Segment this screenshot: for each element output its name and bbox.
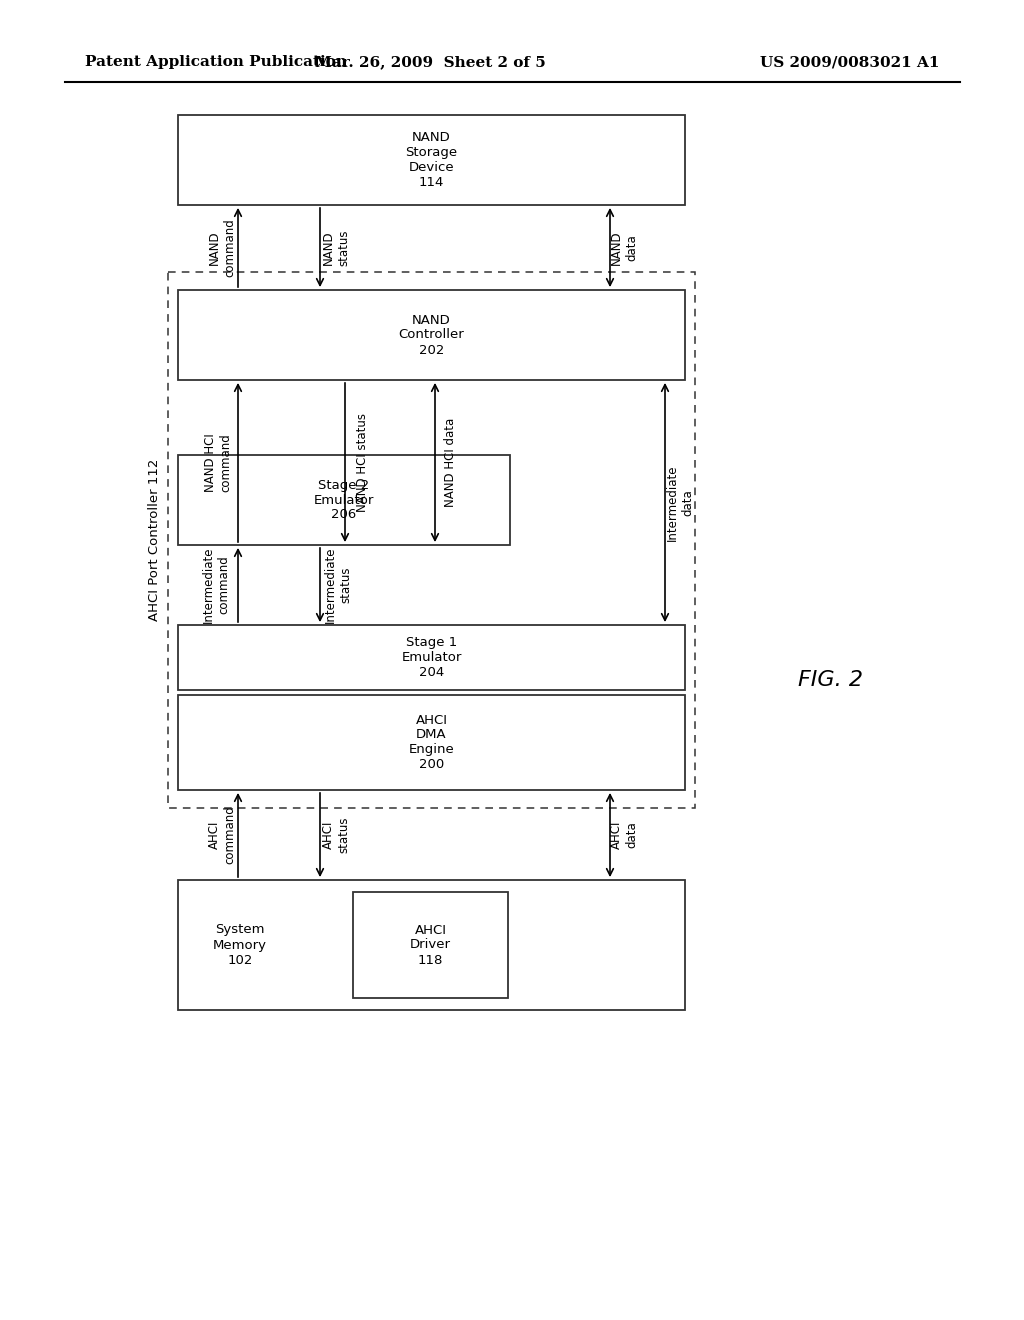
Text: NAND HCI status: NAND HCI status	[356, 413, 370, 512]
Bar	[178, 696, 685, 789]
Bar	[168, 272, 695, 808]
Text: Stage 2
Emulator
206: Stage 2 Emulator 206	[313, 479, 374, 521]
Bar	[178, 624, 685, 690]
Text: NAND
data: NAND data	[610, 230, 638, 265]
Text: NAND HCI
command: NAND HCI command	[204, 433, 232, 492]
Text: AHCI
Driver
118: AHCI Driver 118	[410, 924, 451, 966]
Text: NAND
status: NAND status	[322, 230, 350, 265]
Text: NAND
Controller
202: NAND Controller 202	[398, 314, 464, 356]
Text: AHCI
data: AHCI data	[610, 821, 638, 849]
Bar	[353, 892, 508, 998]
Text: Mar. 26, 2009  Sheet 2 of 5: Mar. 26, 2009 Sheet 2 of 5	[314, 55, 546, 69]
Bar	[178, 290, 685, 380]
Bar	[178, 455, 510, 545]
Text: Intermediate
command: Intermediate command	[202, 546, 230, 623]
Text: Intermediate
status: Intermediate status	[324, 546, 352, 623]
Bar	[178, 115, 685, 205]
Text: AHCI
DMA
Engine
200: AHCI DMA Engine 200	[409, 714, 455, 771]
Text: Patent Application Publication: Patent Application Publication	[85, 55, 347, 69]
Text: NAND HCI data: NAND HCI data	[444, 418, 458, 507]
Bar	[178, 880, 685, 1010]
Text: Intermediate
data: Intermediate data	[666, 465, 694, 541]
Text: Stage 1
Emulator
204: Stage 1 Emulator 204	[401, 636, 462, 678]
Text: NAND
command: NAND command	[208, 218, 236, 277]
Text: NAND
Storage
Device
114: NAND Storage Device 114	[406, 131, 458, 189]
Text: AHCI
status: AHCI status	[322, 817, 350, 853]
Text: AHCI
command: AHCI command	[208, 805, 236, 865]
Text: FIG. 2: FIG. 2	[798, 671, 862, 690]
Text: US 2009/0083021 A1: US 2009/0083021 A1	[761, 55, 940, 69]
Text: AHCI Port Controller 112: AHCI Port Controller 112	[147, 459, 161, 622]
Text: System
Memory
102: System Memory 102	[213, 924, 267, 966]
